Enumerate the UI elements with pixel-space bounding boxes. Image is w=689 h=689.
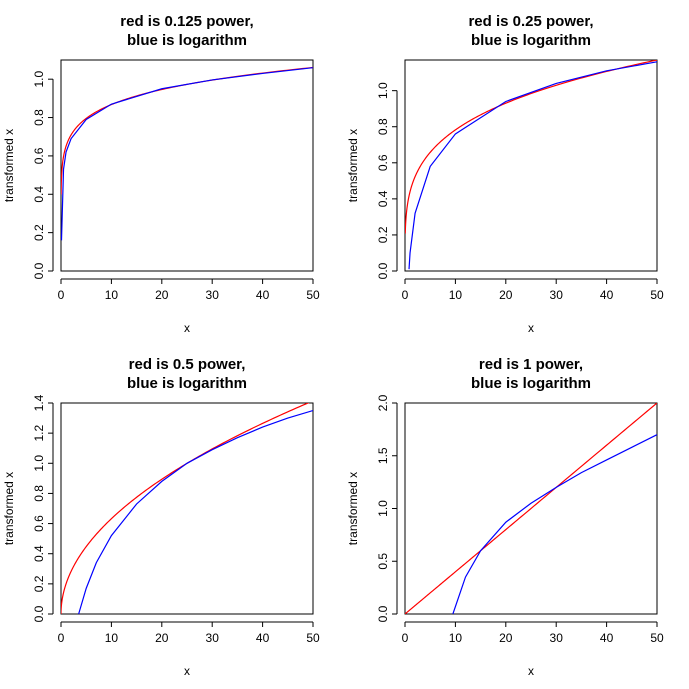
y-tick-label: 1.4 <box>32 394 46 411</box>
y-tick-label: 1.0 <box>32 455 46 472</box>
plot-frame <box>404 402 658 615</box>
y-tick-label: 2.0 <box>376 394 390 411</box>
y-tick-label: 0.0 <box>376 605 390 622</box>
x-tick-label: 20 <box>155 631 169 645</box>
x-tick-label: 10 <box>449 631 463 645</box>
x-axis-label: x <box>184 321 190 335</box>
y-tick-label: 0.2 <box>32 575 46 592</box>
x-tick-label: 20 <box>499 631 513 645</box>
y-tick-label: 0.6 <box>376 154 390 171</box>
x-tick-label: 0 <box>402 631 409 645</box>
y-tick-label: 0.0 <box>376 262 390 279</box>
chart-title-line: blue is logarithm <box>471 32 591 49</box>
y-tick-label: 0.5 <box>376 553 390 570</box>
y-tick-label: 1.2 <box>32 424 46 441</box>
series-line-logarithm <box>78 409 313 614</box>
x-axis-label: x <box>528 321 534 335</box>
plot-frame <box>404 59 658 272</box>
chart-title-line: blue is logarithm <box>471 375 591 392</box>
y-tick-label: 0.4 <box>32 186 46 203</box>
series-line-power <box>405 403 657 614</box>
chart-title-line: blue is logarithm <box>127 32 247 49</box>
x-tick-label: 40 <box>256 631 270 645</box>
chart-title-line: red is 0.125 power, <box>120 13 253 30</box>
x-tick-label: 30 <box>550 288 564 302</box>
y-tick-label: 0.2 <box>32 224 46 241</box>
y-tick-label: 0.8 <box>32 485 46 502</box>
y-axis-label: transformed x <box>346 472 360 545</box>
x-tick-label: 30 <box>206 288 220 302</box>
x-axis-label: x <box>184 664 190 678</box>
x-tick-label: 0 <box>58 631 65 645</box>
x-tick-label: 30 <box>550 631 564 645</box>
x-tick-label: 10 <box>105 288 119 302</box>
y-tick-label: 1.0 <box>376 82 390 99</box>
y-tick-label: 0.2 <box>376 226 390 243</box>
y-tick-label: 0.4 <box>32 545 46 562</box>
x-tick-label: 0 <box>402 288 409 302</box>
series-line-power <box>61 66 313 195</box>
chart-title-line: red is 0.25 power, <box>468 13 593 30</box>
x-tick-label: 40 <box>600 288 614 302</box>
chart-title-line: blue is logarithm <box>127 375 247 392</box>
y-tick-label: 0.8 <box>32 109 46 126</box>
x-tick-label: 0 <box>58 288 65 302</box>
series-line-logarithm <box>408 61 657 270</box>
y-axis-label: transformed x <box>2 129 16 202</box>
chart-panel-3: red is 0.5 power, blue is logarithm 0 10 20 3… <box>2 356 320 678</box>
y-tick-label: 0.6 <box>32 147 46 164</box>
x-tick-label: 30 <box>206 631 220 645</box>
chart-panel-4: red is 1 power, blue is logarithm 0 10 20 30 4… <box>346 356 664 678</box>
y-tick-label: 0.4 <box>376 190 390 207</box>
series-line-power <box>61 403 310 614</box>
y-tick-label: 0.0 <box>32 605 46 622</box>
x-tick-label: 50 <box>650 631 664 645</box>
chart-panel-2: red is 0.25 power, blue is logarithm 0 10 20… <box>346 13 664 335</box>
x-tick-label: 20 <box>499 288 513 302</box>
plot-frame <box>60 402 314 615</box>
y-tick-label: 1.5 <box>376 447 390 464</box>
plot-frame <box>60 59 314 272</box>
y-tick-label: 1.0 <box>376 500 390 517</box>
y-tick-label: 0.6 <box>32 515 46 532</box>
x-tick-label: 10 <box>449 288 463 302</box>
x-tick-label: 40 <box>256 288 270 302</box>
y-tick-label: 1.0 <box>32 71 46 88</box>
x-tick-label: 40 <box>600 631 614 645</box>
series-line-logarithm <box>452 434 657 614</box>
y-tick-label: 0.0 <box>32 262 46 279</box>
series-line-logarithm <box>61 67 313 241</box>
x-tick-label: 50 <box>306 288 320 302</box>
y-axis-label: transformed x <box>2 472 16 545</box>
chart-panel-1: red is 0.125 power, blue is logarithm 0 10 2… <box>2 13 320 335</box>
x-tick-label: 20 <box>155 288 169 302</box>
x-tick-label: 50 <box>306 631 320 645</box>
chart-title-line: red is 0.5 power, <box>129 356 246 373</box>
x-tick-label: 10 <box>105 631 119 645</box>
series-line-power <box>405 60 657 234</box>
chart-title-line: red is 1 power, <box>479 356 583 373</box>
x-tick-label: 50 <box>650 288 664 302</box>
x-axis-label: x <box>528 664 534 678</box>
y-axis-label: transformed x <box>346 129 360 202</box>
y-tick-label: 0.8 <box>376 118 390 135</box>
